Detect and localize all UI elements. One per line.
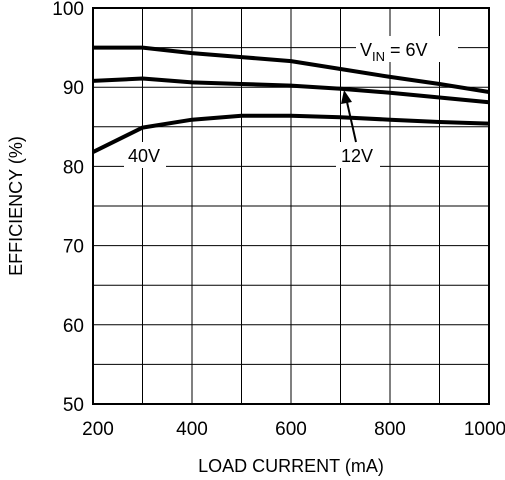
x-tick-label: 1000 — [464, 419, 505, 440]
vin-label-rest: = 6V — [385, 40, 428, 60]
v40-label-mask — [124, 142, 166, 168]
v12-arrow-head — [341, 90, 352, 104]
y-tick-label: 100 — [52, 0, 84, 20]
y-axis-title: EFFICIENCY (%) — [6, 136, 26, 276]
v40-label: 40V — [128, 146, 160, 166]
y-tick-label: 90 — [63, 78, 84, 99]
y-tick-label: 80 — [63, 157, 84, 178]
y-tick-labels: 50 60 70 80 90 100 — [52, 0, 84, 416]
y-tick-label: 70 — [63, 237, 84, 258]
grid-lines — [93, 8, 489, 404]
series-line-1 — [93, 45, 490, 94]
y-tick-label: 60 — [63, 316, 84, 337]
v12-label-mask — [336, 142, 380, 168]
plot-frame — [92, 7, 490, 405]
x-tick-label: 600 — [275, 419, 307, 440]
vin-6v-label: VIN = 6V — [360, 40, 428, 64]
x-axis-title: LOAD CURRENT (mA) — [198, 456, 384, 476]
x-tick-label: 800 — [374, 419, 406, 440]
series-line-3 — [92, 113, 490, 154]
vin-label-sub: IN — [372, 49, 385, 64]
series-group — [92, 45, 490, 154]
v12-arrow-line — [346, 101, 357, 143]
series-line-2 — [92, 76, 490, 105]
vin-label-mask — [356, 36, 458, 62]
x-tick-labels: 200 400 600 800 1000 — [82, 419, 505, 440]
vin-label-main: V — [360, 40, 372, 60]
x-tick-label: 400 — [176, 419, 208, 440]
x-tick-label: 200 — [82, 419, 114, 440]
v12-label: 12V — [341, 146, 373, 166]
y-tick-label: 50 — [63, 395, 84, 416]
